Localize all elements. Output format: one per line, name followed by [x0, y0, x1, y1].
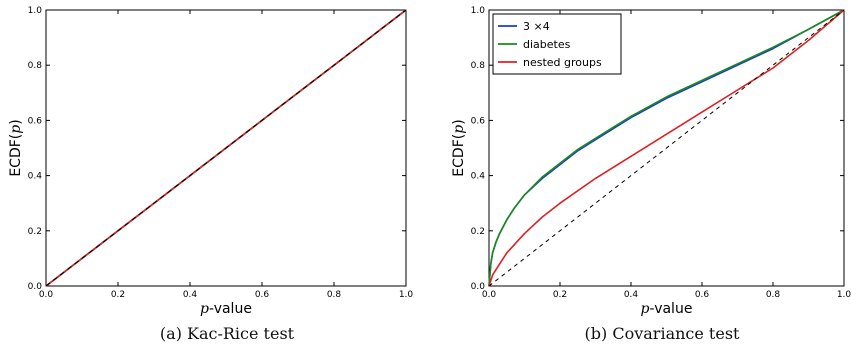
y-tick-label: 0.0 [471, 282, 486, 292]
x-axis-label: p-value [200, 301, 252, 317]
y-tick-label: 1.0 [471, 6, 486, 16]
chart-b: 0.0 0.2 0.4 0.6 0.8 1.0 0.0 0.2 0.4 0.6 0.8 1.0 p-va… [451, 6, 851, 317]
x-tick-label: 0.2 [553, 290, 567, 300]
x-tick-label: 0.4 [624, 290, 639, 300]
x-tick-label: 0.6 [255, 290, 270, 300]
y-tick-label: 0.8 [28, 61, 43, 71]
y-tick-label: 0.6 [28, 116, 43, 126]
chart-a: 0.0 0.2 0.4 0.6 0.8 1.0 0.0 0.2 0.4 0.6 0.8 1.0 p-va… [8, 6, 413, 317]
legend-label: nested groups [523, 56, 602, 69]
y-axis-label: ECDF(p) [451, 119, 467, 176]
x-tick-label: 0.8 [327, 290, 342, 300]
y-tick-label: 0.6 [471, 116, 486, 126]
legend-label: 3 ×4 [523, 20, 550, 33]
y-tick-label: 0.4 [28, 172, 43, 182]
y-tick-label: 0.0 [28, 282, 43, 292]
x-tick-label: 0.4 [183, 290, 198, 300]
legend: 3 ×4 diabetes nested groups [492, 13, 622, 75]
y-tick-label: 1.0 [28, 6, 43, 16]
x-tick-label: 0.0 [39, 290, 54, 300]
x-tick-label: 0.2 [111, 290, 125, 300]
y-tick-label: 0.4 [471, 172, 486, 182]
x-tick-label: 1.0 [399, 290, 414, 300]
y-tick-label: 0.2 [28, 227, 42, 237]
caption-a: (a) Kac-Rice test [159, 324, 295, 343]
x-axis-label: p-value [641, 301, 693, 317]
y-axis-label: ECDF(p) [8, 119, 24, 176]
caption-b: (b) Covariance test [584, 324, 740, 343]
x-tick-label: 0.0 [482, 290, 497, 300]
series-line-nested-groups [488, 9, 845, 287]
series-line-diabetes [488, 9, 845, 287]
figure: 0.0 0.2 0.4 0.6 0.8 1.0 0.0 0.2 0.4 0.6 0.8 1.0 p-va… [8, 6, 851, 317]
legend-label: diabetes [523, 38, 571, 51]
reference-diagonal [45, 9, 407, 287]
reference-diagonal [488, 9, 845, 287]
x-tick-label: 0.8 [766, 290, 781, 300]
x-tick-label: 1.0 [837, 290, 851, 300]
y-tick-label: 0.8 [471, 61, 486, 71]
x-tick-label: 0.6 [695, 290, 710, 300]
y-tick-label: 0.2 [471, 227, 485, 237]
